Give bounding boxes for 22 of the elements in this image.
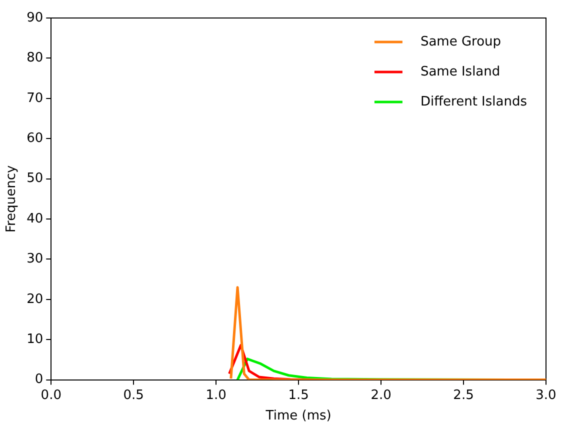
x-tick-label: 0.5: [123, 388, 144, 403]
x-tick-label: 3.0: [536, 388, 556, 403]
y-tick-label: 20: [26, 292, 44, 307]
x-axis-title: Time (ms): [264, 408, 332, 424]
x-tick-label: 2.5: [453, 388, 474, 403]
x-tick-label: 1.0: [206, 388, 226, 403]
y-axis-title: Frequency: [4, 165, 20, 232]
legend-label: Same Island: [420, 64, 500, 80]
y-tick-label: 30: [26, 252, 44, 267]
legend-label: Different Islands: [420, 94, 528, 110]
x-tick-label: 0.0: [40, 388, 62, 403]
y-tick-label: 10: [26, 332, 44, 347]
y-tick-label: 40: [26, 211, 44, 226]
y-tick-label: 80: [26, 50, 44, 66]
legend-label: Same Group: [420, 34, 502, 50]
y-tick-label: 0: [34, 372, 44, 388]
x-tick-label: 2.0: [370, 388, 392, 403]
y-tick-label: 70: [26, 90, 44, 106]
y-tick-label: 50: [26, 171, 44, 186]
x-tick-label: 1.5: [288, 388, 309, 403]
y-tick-label: 60: [26, 130, 44, 146]
y-tick-label: 90: [26, 10, 44, 26]
